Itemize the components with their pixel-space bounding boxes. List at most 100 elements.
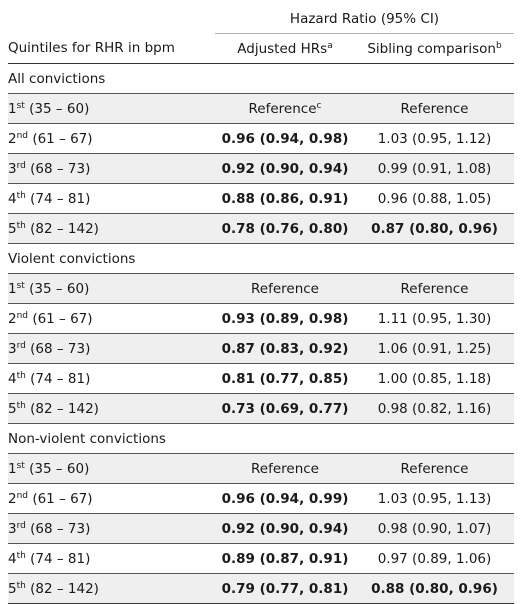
header-empty-cell xyxy=(8,4,215,34)
quintile-number: 4 xyxy=(8,370,17,387)
quintile-number: 2 xyxy=(8,130,17,147)
sibling-comparison-label: Sibling comparison xyxy=(367,40,496,57)
adjusted-hr-value: 0.73 (0.69, 0.77) xyxy=(221,400,349,417)
quintiles-header: Quintiles for RHR in bpm xyxy=(8,33,215,64)
adjusted-hr-value: 0.93 (0.89, 0.98) xyxy=(221,310,349,327)
quintile-number: 2 xyxy=(8,310,17,327)
quintile-range: (61 – 67) xyxy=(32,130,93,147)
table-row: 2nd (61 – 67) 0.96 (0.94, 0.99) 1.03 (0.95… xyxy=(8,483,514,514)
table-row: 4th (74 – 81) 0.89 (0.87, 0.91) 0.97 (0.89… xyxy=(8,543,514,574)
sibling-comparison-cell: 0.88 (0.80, 0.96) xyxy=(355,573,514,604)
table-row: 5th (82 – 142) 0.79 (0.77, 0.81) 0.88 (0.8… xyxy=(8,573,514,604)
adjusted-hrs-footnote-mark: a xyxy=(327,40,333,51)
table-row: 5th (82 – 142) 0.73 (0.69, 0.77) 0.98 (0.8… xyxy=(8,393,514,424)
quintile-number: 3 xyxy=(8,520,17,537)
quintile-range: (68 – 73) xyxy=(30,520,91,537)
adjusted-hr-cell: 0.96 (0.94, 0.98) xyxy=(215,123,355,154)
table-row: 5th (82 – 142) 0.78 (0.76, 0.80) 0.87 (0.8… xyxy=(8,213,514,244)
table-row: 1st (35 – 60) Referencec Reference xyxy=(8,93,514,124)
adjusted-hr-cell: Reference xyxy=(215,453,355,484)
table-row: 3rd (68 – 73) 0.87 (0.83, 0.92) 1.06 (0.91… xyxy=(8,333,514,364)
adjusted-hr-value: 0.92 (0.90, 0.94) xyxy=(221,160,349,177)
section-row: Non-violent convictions xyxy=(8,423,514,454)
quintile-ordinal-suffix: th xyxy=(16,370,26,381)
header-row-bottom: Quintiles for RHR in bpm Adjusted HRsa S… xyxy=(8,33,514,64)
quintile-number: 5 xyxy=(8,220,17,237)
quintile-ordinal-suffix: st xyxy=(16,460,25,471)
sibling-comparison-value: 0.99 (0.91, 1.08) xyxy=(377,160,492,177)
quintile-number: 5 xyxy=(8,580,17,597)
adjusted-hrs-label: Adjusted HRs xyxy=(237,40,328,57)
quintile-cell: 1st (35 – 60) xyxy=(8,273,215,304)
quintile-number: 5 xyxy=(8,400,17,417)
quintile-range: (61 – 67) xyxy=(32,310,93,327)
adjusted-hr-value: 0.78 (0.76, 0.80) xyxy=(221,220,349,237)
sibling-comparison-cell: Reference xyxy=(355,273,514,304)
adjusted-hr-cell: 0.93 (0.89, 0.98) xyxy=(215,303,355,334)
quintile-cell: 2nd (61 – 67) xyxy=(8,483,215,514)
sibling-comparison-cell: 1.03 (0.95, 1.13) xyxy=(355,483,514,514)
sibling-comparison-cell: 0.96 (0.88, 1.05) xyxy=(355,183,514,214)
sibling-comparison-value: Reference xyxy=(400,460,469,477)
quintile-range: (68 – 73) xyxy=(30,160,91,177)
sibling-comparison-value: Reference xyxy=(400,100,469,117)
sibling-comparison-value: 1.11 (0.95, 1.30) xyxy=(377,310,492,327)
quintile-cell: 3rd (68 – 73) xyxy=(8,333,215,364)
quintile-ordinal-suffix: th xyxy=(16,580,26,591)
sibling-comparison-value: 0.87 (0.80, 0.96) xyxy=(371,220,498,237)
quintile-range: (74 – 81) xyxy=(30,370,91,387)
sibling-comparison-value: 0.96 (0.88, 1.05) xyxy=(377,190,492,207)
table-row: 2nd (61 – 67) 0.93 (0.89, 0.98) 1.11 (0.95… xyxy=(8,303,514,334)
table-row: 4th (74 – 81) 0.81 (0.77, 0.85) 1.00 (0.85… xyxy=(8,363,514,394)
sibling-comparison-cell: 0.99 (0.91, 1.08) xyxy=(355,153,514,184)
adjusted-hr-cell: Referencec xyxy=(215,93,355,124)
adjusted-hr-value: 0.89 (0.87, 0.91) xyxy=(221,550,349,567)
sibling-comparison-cell: 1.11 (0.95, 1.30) xyxy=(355,303,514,334)
adjusted-hr-value: Reference xyxy=(251,280,319,297)
sibling-comparison-value: Reference xyxy=(400,280,469,297)
quintile-number: 3 xyxy=(8,160,17,177)
sibling-comparison-value: 0.98 (0.90, 1.07) xyxy=(377,520,492,537)
quintile-number: 2 xyxy=(8,490,17,507)
sibling-comparison-cell: Reference xyxy=(355,93,514,124)
quintile-range: (35 – 60) xyxy=(29,280,90,297)
quintile-ordinal-suffix: nd xyxy=(16,490,29,501)
sibling-comparison-cell: 0.97 (0.89, 1.06) xyxy=(355,543,514,574)
quintile-number: 4 xyxy=(8,550,17,567)
adjusted-hr-cell: 0.92 (0.90, 0.94) xyxy=(215,153,355,184)
sibling-comparison-cell: 0.98 (0.90, 1.07) xyxy=(355,513,514,544)
quintile-cell: 2nd (61 – 67) xyxy=(8,123,215,154)
adjusted-hr-value: 0.88 (0.86, 0.91) xyxy=(221,190,349,207)
quintile-cell: 5th (82 – 142) xyxy=(8,213,215,244)
table-row: 2nd (61 – 67) 0.96 (0.94, 0.98) 1.03 (0.95… xyxy=(8,123,514,154)
table-row: 3rd (68 – 73) 0.92 (0.90, 0.94) 0.99 (0.91… xyxy=(8,153,514,184)
quintile-ordinal-suffix: st xyxy=(16,280,25,291)
quintile-cell: 4th (74 – 81) xyxy=(8,183,215,214)
sibling-comparison-cell: 1.00 (0.85, 1.18) xyxy=(355,363,514,394)
section-row: All convictions xyxy=(8,63,514,94)
sibling-comparison-cell: 0.87 (0.80, 0.96) xyxy=(355,213,514,244)
hazard-ratio-table: Hazard Ratio (95% CI) Quintiles for RHR … xyxy=(8,4,514,604)
quintile-ordinal-suffix: th xyxy=(16,400,26,411)
quintile-cell: 5th (82 – 142) xyxy=(8,573,215,604)
table-row: 4th (74 – 81) 0.88 (0.86, 0.91) 0.96 (0.88… xyxy=(8,183,514,214)
table-row: 3rd (68 – 73) 0.92 (0.90, 0.94) 0.98 (0.90… xyxy=(8,513,514,544)
adjusted-hr-cell: 0.79 (0.77, 0.81) xyxy=(215,573,355,604)
section-title: Non-violent convictions xyxy=(8,423,514,454)
quintile-ordinal-suffix: nd xyxy=(16,310,29,321)
adjusted-hr-cell: 0.96 (0.94, 0.99) xyxy=(215,483,355,514)
adjusted-hr-value: 0.87 (0.83, 0.92) xyxy=(221,340,349,357)
quintile-ordinal-suffix: rd xyxy=(16,160,26,171)
quintile-number: 1 xyxy=(8,280,17,297)
quintile-range: (74 – 81) xyxy=(30,550,91,567)
quintile-number: 3 xyxy=(8,340,17,357)
table-row: 1st (35 – 60) Reference Reference xyxy=(8,453,514,484)
adjusted-hr-value: 0.92 (0.90, 0.94) xyxy=(221,520,349,537)
quintile-cell: 3rd (68 – 73) xyxy=(8,153,215,184)
sibling-comparison-value: 1.03 (0.95, 1.13) xyxy=(377,490,492,507)
adjusted-hr-cell: 0.92 (0.90, 0.94) xyxy=(215,513,355,544)
sibling-comparison-cell: Reference xyxy=(355,453,514,484)
adjusted-hr-cell: 0.87 (0.83, 0.92) xyxy=(215,333,355,364)
quintile-number: 4 xyxy=(8,190,17,207)
adjusted-hr-value: 0.79 (0.77, 0.81) xyxy=(221,580,349,597)
